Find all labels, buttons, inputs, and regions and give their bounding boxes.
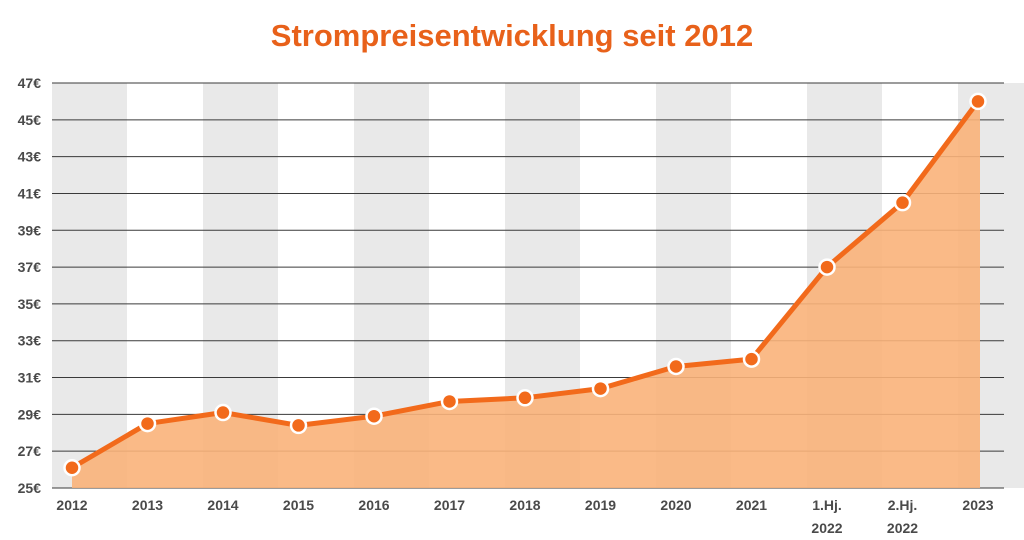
data-points <box>63 92 987 477</box>
y-tick-label: 37€ <box>18 259 42 275</box>
x-tick-label: 2013 <box>132 497 163 513</box>
data-point <box>214 403 232 422</box>
y-axis-ticks: 25€ 27€ 29€ 31€ 33€ 35€ 37€ 39€ 41€ 43€ 45€ 47€ <box>18 75 42 496</box>
x-tick-label: 2017 <box>434 497 465 513</box>
x-tick-label: 2.Hj. 2022 <box>887 497 918 536</box>
x-tick-label: 1.Hj. 2022 <box>811 497 842 536</box>
y-tick-label: 43€ <box>18 149 42 165</box>
x-tick-label: 2016 <box>358 497 389 513</box>
y-tick-label: 27€ <box>18 443 42 459</box>
y-tick-label: 33€ <box>18 333 42 349</box>
data-point <box>289 416 308 435</box>
data-point <box>893 193 912 212</box>
x-tick-label: 2021 <box>736 497 767 513</box>
data-point <box>742 350 761 368</box>
y-tick-label: 25€ <box>18 480 42 496</box>
data-point <box>591 379 610 398</box>
x-tick-label: 2012 <box>56 497 87 513</box>
data-point <box>63 459 81 477</box>
column-band <box>52 83 127 488</box>
x-tick-label: 2018 <box>509 497 540 513</box>
y-tick-label: 29€ <box>18 406 42 422</box>
data-point <box>516 389 534 407</box>
data-point <box>365 407 383 425</box>
y-tick-label: 31€ <box>18 370 42 386</box>
data-point <box>440 392 459 411</box>
x-tick-label: 2020 <box>660 497 691 513</box>
y-tick-label: 41€ <box>18 185 42 201</box>
x-tick-label: 2015 <box>283 497 314 513</box>
y-tick-label: 45€ <box>18 112 42 128</box>
data-point <box>818 258 836 276</box>
area-layer <box>72 101 980 488</box>
chart-title: Strompreisentwicklung seit 2012 <box>270 18 754 53</box>
x-tick-label: 2023 <box>962 497 993 513</box>
data-point <box>138 414 157 433</box>
x-axis-ticks: 2012 2013 2014 2015 2016 2017 2018 2019 2020 2021… <box>56 497 993 536</box>
x-tick-label: 2019 <box>585 497 616 513</box>
data-point <box>969 92 987 111</box>
y-tick-label: 47€ <box>18 75 42 91</box>
y-tick-label: 39€ <box>18 222 42 238</box>
area-fill <box>72 101 980 488</box>
y-tick-label: 35€ <box>18 296 42 312</box>
x-tick-label: 2014 <box>207 497 238 513</box>
data-point <box>667 357 685 376</box>
